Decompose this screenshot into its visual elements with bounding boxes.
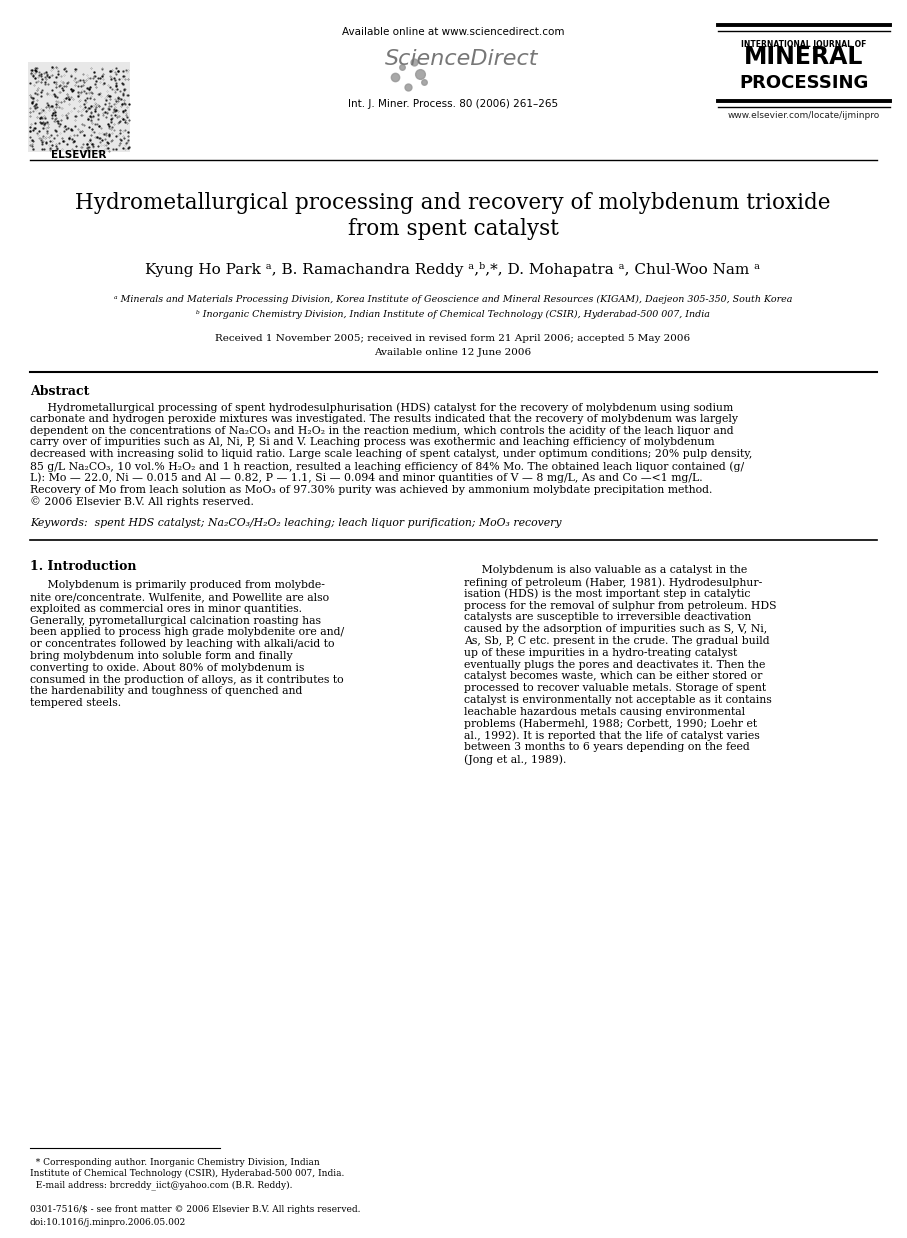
Text: up of these impurities in a hydro-treating catalyst: up of these impurities in a hydro-treati… (464, 647, 737, 657)
Text: ScienceDirect: ScienceDirect (385, 50, 539, 69)
Text: consumed in the production of alloys, as it contributes to: consumed in the production of alloys, as… (30, 675, 344, 685)
Text: Molybdenum is primarily produced from molybde-: Molybdenum is primarily produced from mo… (30, 581, 325, 591)
Text: tempered steels.: tempered steels. (30, 698, 122, 708)
Text: catalyst is environmentally not acceptable as it contains: catalyst is environmentally not acceptab… (464, 695, 772, 704)
Text: or concentrates followed by leaching with alkali/acid to: or concentrates followed by leaching wit… (30, 639, 335, 649)
Text: caused by the adsorption of impurities such as S, V, Ni,: caused by the adsorption of impurities s… (464, 624, 767, 634)
Text: isation (HDS) is the most important step in catalytic: isation (HDS) is the most important step… (464, 589, 750, 599)
Text: al., 1992). It is reported that the life of catalyst varies: al., 1992). It is reported that the life… (464, 730, 760, 742)
Text: Keywords:  spent HDS catalyst; Na₂CO₃/H₂O₂ leaching; leach liquor purification; : Keywords: spent HDS catalyst; Na₂CO₃/H₂O… (30, 519, 561, 529)
Text: Available online at www.sciencedirect.com: Available online at www.sciencedirect.co… (342, 27, 564, 37)
Text: nite ore/concentrate. Wulfenite, and Powellite are also: nite ore/concentrate. Wulfenite, and Pow… (30, 592, 329, 602)
Bar (28, 62, 130, 152)
Text: converting to oxide. About 80% of molybdenum is: converting to oxide. About 80% of molybd… (30, 662, 305, 672)
Text: Generally, pyrometallurgical calcination roasting has: Generally, pyrometallurgical calcination… (30, 615, 321, 625)
Text: PROCESSING: PROCESSING (739, 74, 869, 92)
Text: the hardenability and toughness of quenched and: the hardenability and toughness of quenc… (30, 686, 302, 697)
Text: Molybdenum is also valuable as a catalyst in the: Molybdenum is also valuable as a catalys… (464, 566, 747, 576)
Text: exploited as commercial ores in minor quantities.: exploited as commercial ores in minor qu… (30, 604, 302, 614)
Text: Recovery of Mo from leach solution as MoO₃ of 97.30% purity was achieved by ammo: Recovery of Mo from leach solution as Mo… (30, 484, 712, 495)
Text: ᵃ Minerals and Materials Processing Division, Korea Institute of Geoscience and : ᵃ Minerals and Materials Processing Divi… (113, 295, 792, 305)
Text: Hydrometallurgical processing of spent hydrodesulphurisation (HDS) catalyst for : Hydrometallurgical processing of spent h… (30, 402, 733, 412)
Text: 85 g/L Na₂CO₃, 10 vol.% H₂O₂ and 1 h reaction, resulted a leaching efficiency of: 85 g/L Na₂CO₃, 10 vol.% H₂O₂ and 1 h rea… (30, 461, 744, 472)
Text: 1. Introduction: 1. Introduction (30, 561, 136, 573)
Text: from spent catalyst: from spent catalyst (347, 218, 559, 240)
Text: ELSEVIER: ELSEVIER (52, 150, 107, 160)
Text: dependent on the concentrations of Na₂CO₃ and H₂O₂ in the reaction medium, which: dependent on the concentrations of Na₂CO… (30, 426, 734, 436)
Text: L): Mo — 22.0, Ni — 0.015 and Al — 0.82, P — 1.1, Si — 0.094 and minor quantitie: L): Mo — 22.0, Ni — 0.015 and Al — 0.82,… (30, 473, 703, 483)
Text: (Jong et al., 1989).: (Jong et al., 1989). (464, 754, 566, 765)
Text: Hydrometallurgical processing and recovery of molybdenum trioxide: Hydrometallurgical processing and recove… (75, 192, 831, 214)
Text: between 3 months to 6 years depending on the feed: between 3 months to 6 years depending on… (464, 743, 750, 753)
Text: As, Sb, P, C etc. present in the crude. The gradual build: As, Sb, P, C etc. present in the crude. … (464, 636, 770, 646)
Text: * Corresponding author. Inorganic Chemistry Division, Indian: * Corresponding author. Inorganic Chemis… (30, 1158, 320, 1167)
Text: Received 1 November 2005; received in revised form 21 April 2006; accepted 5 May: Received 1 November 2005; received in re… (216, 334, 690, 343)
Text: E-mail address: brcreddy_iict@yahoo.com (B.R. Reddy).: E-mail address: brcreddy_iict@yahoo.com … (30, 1180, 292, 1190)
Text: carbonate and hydrogen peroxide mixtures was investigated. The results indicated: carbonate and hydrogen peroxide mixtures… (30, 413, 738, 423)
Text: Int. J. Miner. Process. 80 (2006) 261–265: Int. J. Miner. Process. 80 (2006) 261–26… (348, 99, 558, 109)
Text: been applied to process high grade molybdenite ore and/: been applied to process high grade molyb… (30, 628, 344, 638)
Text: eventually plugs the pores and deactivates it. Then the: eventually plugs the pores and deactivat… (464, 660, 766, 670)
Text: problems (Habermehl, 1988; Corbett, 1990; Loehr et: problems (Habermehl, 1988; Corbett, 1990… (464, 718, 757, 729)
Text: Available online 12 June 2006: Available online 12 June 2006 (375, 348, 532, 357)
Text: catalysts are susceptible to irreversible deactivation: catalysts are susceptible to irreversibl… (464, 613, 751, 623)
Text: © 2006 Elsevier B.V. All rights reserved.: © 2006 Elsevier B.V. All rights reserved… (30, 496, 254, 508)
Text: doi:10.1016/j.minpro.2006.05.002: doi:10.1016/j.minpro.2006.05.002 (30, 1218, 186, 1227)
Text: INTERNATIONAL JOURNAL OF: INTERNATIONAL JOURNAL OF (741, 40, 867, 50)
Text: Institute of Chemical Technology (CSIR), Hyderabad-500 007, India.: Institute of Chemical Technology (CSIR),… (30, 1169, 345, 1179)
Text: Kyung Ho Park ᵃ, B. Ramachandra Reddy ᵃ,ᵇ,*, D. Mohapatra ᵃ, Chul-Woo Nam ᵃ: Kyung Ho Park ᵃ, B. Ramachandra Reddy ᵃ,… (145, 262, 761, 277)
Text: bring molybdenum into soluble form and finally: bring molybdenum into soluble form and f… (30, 651, 293, 661)
Text: decreased with increasing solid to liquid ratio. Large scale leaching of spent c: decreased with increasing solid to liqui… (30, 449, 753, 459)
Text: process for the removal of sulphur from petroleum. HDS: process for the removal of sulphur from … (464, 600, 776, 610)
Text: carry over of impurities such as Al, Ni, P, Si and V. Leaching process was exoth: carry over of impurities such as Al, Ni,… (30, 437, 715, 447)
Text: refining of petroleum (Haber, 1981). Hydrodesulphur-: refining of petroleum (Haber, 1981). Hyd… (464, 577, 762, 588)
Text: 0301-7516/$ - see front matter © 2006 Elsevier B.V. All rights reserved.: 0301-7516/$ - see front matter © 2006 El… (30, 1205, 360, 1214)
Text: Abstract: Abstract (30, 385, 90, 397)
Text: ᵇ Inorganic Chemistry Division, Indian Institute of Chemical Technology (CSIR), : ᵇ Inorganic Chemistry Division, Indian I… (196, 310, 710, 319)
Text: processed to recover valuable metals. Storage of spent: processed to recover valuable metals. St… (464, 683, 766, 693)
Text: MINERAL: MINERAL (745, 45, 863, 69)
Text: www.elsevier.com/locate/ijminpro: www.elsevier.com/locate/ijminpro (728, 111, 880, 120)
Text: catalyst becomes waste, which can be either stored or: catalyst becomes waste, which can be eit… (464, 671, 763, 681)
Text: leachable hazardous metals causing environmental: leachable hazardous metals causing envir… (464, 707, 746, 717)
